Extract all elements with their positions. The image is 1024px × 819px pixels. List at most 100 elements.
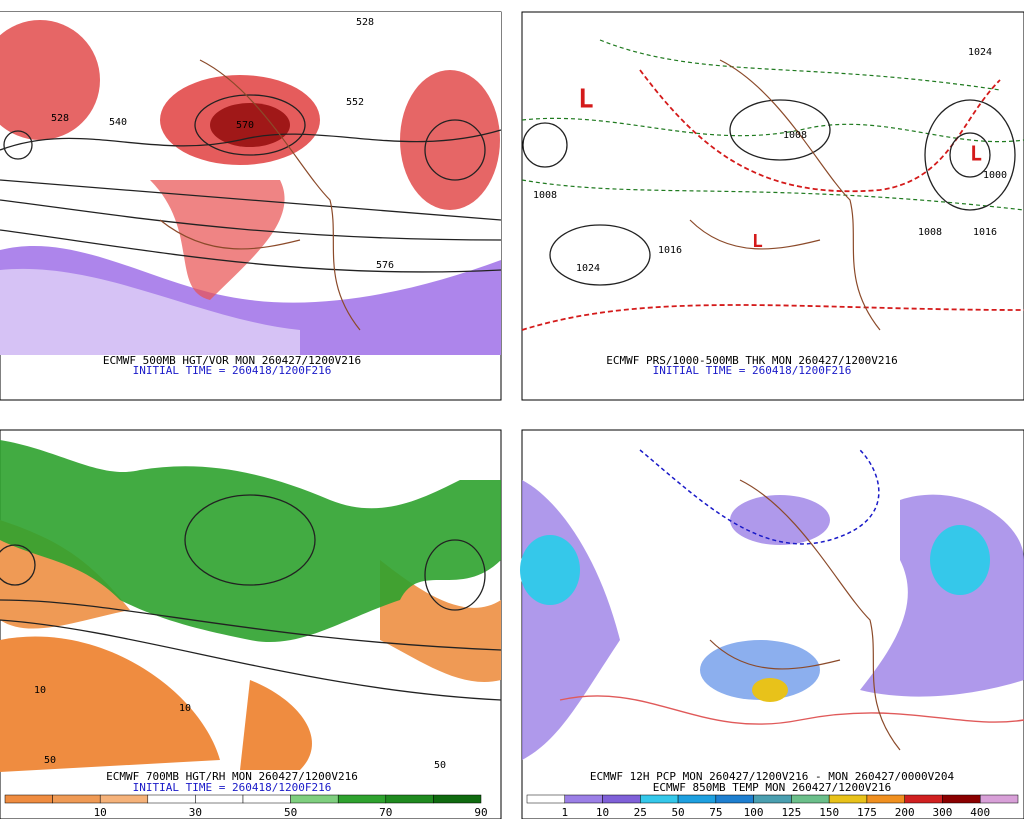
temp-0c bbox=[639, 449, 880, 545]
contour-label: 10 bbox=[179, 703, 191, 714]
contour-label: 50 bbox=[434, 760, 446, 771]
colorbar-swatch bbox=[147, 794, 196, 804]
panel-precip bbox=[520, 429, 1024, 819]
colorbar-swatch bbox=[4, 794, 53, 804]
contour-label: 50 bbox=[44, 755, 56, 766]
colorbar-label: 1 bbox=[561, 806, 568, 819]
low-marker: L bbox=[752, 231, 763, 252]
caption: ECMWF 850MB TEMP MON 260427/1200V216 bbox=[653, 781, 891, 794]
rh-dry bbox=[0, 636, 220, 772]
colorbar-swatch bbox=[640, 794, 679, 804]
colorbar-label: 300 bbox=[933, 806, 953, 819]
contour-label: 552 bbox=[346, 97, 364, 108]
colorbar-swatch bbox=[99, 794, 149, 804]
low-marker: L bbox=[578, 85, 594, 115]
panel-pressure: L L L bbox=[521, 11, 1024, 401]
colorbar-swatch bbox=[715, 794, 754, 804]
height-contour bbox=[194, 94, 306, 156]
coastline bbox=[689, 59, 881, 331]
contour-label: 1016 bbox=[658, 245, 682, 256]
colorbar-swatch bbox=[564, 794, 603, 804]
colorbar-swatch bbox=[791, 794, 830, 804]
initial-time: INITIAL TIME = 260418/1200F216 bbox=[133, 364, 332, 377]
colorbar-label: 50 bbox=[671, 806, 684, 819]
colorbar-swatch bbox=[828, 794, 868, 804]
caption: ECMWF 12H PCP MON 260427/1200V216 - MON … bbox=[590, 770, 955, 783]
caption: ECMWF 700MB HGT/RH MON 260427/1200V216 bbox=[106, 770, 358, 783]
colorbar-swatch bbox=[753, 794, 792, 804]
vorticity-gap bbox=[0, 268, 300, 355]
isobar bbox=[522, 122, 568, 168]
contour-label: 10 bbox=[34, 685, 46, 696]
rh-dry bbox=[240, 680, 312, 770]
contour-label: 1008 bbox=[918, 227, 942, 238]
colorbar-label: 10 bbox=[94, 806, 107, 819]
contour-label: 528 bbox=[356, 17, 374, 28]
vorticity-dark bbox=[210, 103, 290, 147]
colorbar-label: 150 bbox=[819, 806, 839, 819]
panel-border bbox=[521, 11, 1024, 401]
colorbar-label: 75 bbox=[709, 806, 722, 819]
height-contour bbox=[0, 544, 36, 586]
colorbar-swatch bbox=[52, 794, 101, 804]
colorbar-label: 10 bbox=[596, 806, 609, 819]
rh-moist bbox=[0, 440, 501, 642]
height-contour bbox=[424, 119, 486, 181]
vorticity-red bbox=[150, 180, 285, 300]
contour-label: 1000 bbox=[983, 170, 1007, 181]
caption: ECMWF 500MB HGT/VOR MON 260427/1200V216 bbox=[103, 354, 361, 367]
isobar bbox=[949, 132, 991, 178]
contour-label: 1016 bbox=[973, 227, 997, 238]
colorbar-label: 70 bbox=[379, 806, 392, 819]
height-contour bbox=[184, 494, 316, 586]
height-contour bbox=[424, 539, 486, 611]
thickness-contour bbox=[521, 39, 1024, 211]
colorbar-label: 125 bbox=[781, 806, 801, 819]
contour-label: 576 bbox=[376, 260, 394, 271]
precip-heavy bbox=[520, 535, 580, 605]
colorbar-swatch bbox=[866, 794, 905, 804]
initial-time: INITIAL TIME = 260418/1200F216 bbox=[133, 781, 332, 794]
colorbar-label: 200 bbox=[895, 806, 915, 819]
contour-label: 1008 bbox=[533, 190, 557, 201]
colorbar-label: 25 bbox=[634, 806, 647, 819]
colorbar-label: 50 bbox=[284, 806, 297, 819]
colorbar-label: 400 bbox=[970, 806, 990, 819]
height-contour bbox=[3, 130, 33, 160]
contour-label: 540 bbox=[109, 117, 127, 128]
contour-label: 1008 bbox=[783, 130, 807, 141]
precip bbox=[860, 494, 1024, 697]
colorbar-swatch bbox=[904, 794, 943, 804]
precip-heavy bbox=[930, 525, 990, 595]
colorbar-swatch bbox=[433, 794, 482, 804]
contour-label: 528 bbox=[51, 113, 69, 124]
low-marker: L bbox=[970, 142, 982, 166]
colorbar-swatch bbox=[195, 794, 244, 804]
temp-contour bbox=[559, 695, 1024, 725]
colorbar-swatch bbox=[942, 794, 981, 804]
contour-label: 1024 bbox=[968, 47, 992, 58]
colorbar-swatch bbox=[602, 794, 641, 804]
panel-500mb bbox=[0, 11, 502, 401]
colorbar-swatch bbox=[290, 794, 339, 804]
contour-label: 1024 bbox=[576, 263, 600, 274]
isobar bbox=[549, 224, 651, 286]
thickness-540 bbox=[521, 69, 1024, 331]
colorbar-swatch bbox=[677, 794, 717, 804]
colorbar-label: 175 bbox=[857, 806, 877, 819]
caption: ECMWF PRS/1000-500MB THK MON 260427/1200… bbox=[606, 354, 897, 367]
rh-dry bbox=[380, 560, 501, 682]
height-contour bbox=[0, 129, 502, 273]
vorticity-red bbox=[0, 20, 100, 140]
initial-time: INITIAL TIME = 260418/1200F216 bbox=[653, 364, 852, 377]
colorbar-swatch bbox=[979, 794, 1019, 804]
precip bbox=[730, 495, 830, 545]
precip-max bbox=[752, 678, 788, 702]
precip bbox=[522, 480, 620, 760]
coastline bbox=[159, 59, 361, 331]
colorbar-swatch bbox=[526, 794, 566, 804]
height-contour bbox=[0, 599, 502, 701]
panel-700mb bbox=[0, 429, 502, 819]
colorbar-swatch bbox=[242, 794, 291, 804]
